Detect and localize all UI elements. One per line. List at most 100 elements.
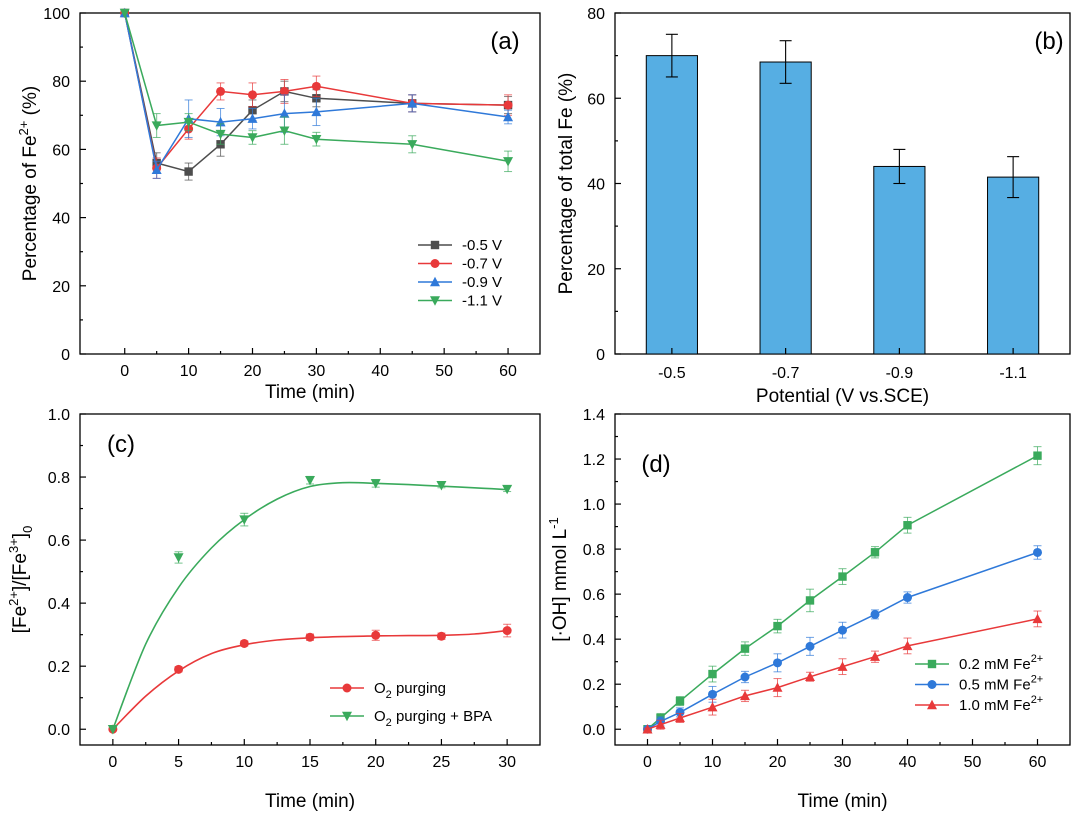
- x-axis-title-b: Potential (V vs.SCE): [756, 386, 929, 407]
- series-c-1: [107, 475, 513, 735]
- y-tick-label-c: 0.2: [48, 659, 70, 676]
- y-axis-title-d: [·OH] mmol L-1: [546, 517, 571, 642]
- data-point: [239, 638, 249, 648]
- legend-label: -1.1 V: [462, 293, 502, 310]
- data-point: [838, 625, 847, 635]
- data-point: [870, 651, 880, 661]
- data-point: [371, 630, 381, 640]
- y-axis-title-c: [Fe2+]/[Fe3+]0: [6, 526, 35, 634]
- fit-curve: [112, 481, 508, 730]
- legend-marker: [927, 680, 937, 689]
- legend-label: 1.0 mM Fe2+: [959, 694, 1043, 714]
- legend-marker: [927, 699, 937, 710]
- category-label: -1.1: [999, 365, 1027, 382]
- legend-marker: [342, 683, 352, 693]
- y-tick-label-d: 0.0: [583, 722, 605, 739]
- bar-error-bar: [893, 148, 906, 185]
- data-point: [248, 90, 257, 100]
- y-tick-label-a: 0: [61, 347, 70, 364]
- x-axis-title-a: Time (min): [265, 382, 355, 403]
- panel-label-d: (d): [641, 451, 670, 478]
- x-axis-title-c: Time (min): [265, 791, 355, 812]
- data-point: [184, 167, 193, 176]
- data-point: [502, 626, 512, 636]
- legend-marker: [927, 659, 937, 669]
- x-tick-label-c: 15: [301, 754, 319, 771]
- legend-c: O2 purging O2 purging + BPA: [330, 680, 492, 729]
- y-tick-label-d: 1.0: [583, 497, 605, 514]
- y-tick-label-b: 0: [596, 347, 605, 364]
- data-point: [215, 129, 226, 140]
- y-tick-label-a: 100: [43, 6, 70, 23]
- y-tick-label-a: 60: [52, 142, 70, 159]
- data-point: [311, 134, 322, 145]
- y-tick-label-d: 0.2: [583, 677, 605, 694]
- data-point: [370, 479, 381, 489]
- x-tick-label-a: 10: [180, 363, 198, 380]
- y-tick-label-a: 40: [52, 211, 70, 228]
- data-point: [151, 164, 162, 175]
- legend-label: -0.7 V: [462, 256, 502, 273]
- data-point: [173, 553, 184, 563]
- data-point: [311, 106, 322, 117]
- x-tick-label-c: 25: [433, 754, 451, 771]
- superscript: 2+: [1031, 674, 1044, 686]
- data-point: [773, 658, 782, 668]
- legend-d: 0.2 mM Fe2+0.5 mM Fe2+1.0 mM Fe2+: [915, 653, 1043, 714]
- data-point: [247, 113, 258, 123]
- superscript: 3+: [6, 538, 21, 553]
- legend-label: 0.5 mM Fe2+: [959, 674, 1043, 694]
- bar--1.1: [987, 176, 1040, 355]
- subscript: 2: [386, 689, 392, 701]
- y-tick-label-b: 80: [587, 6, 605, 23]
- data-point: [305, 476, 315, 486]
- x-tick-label-c: 5: [174, 754, 183, 771]
- y-axis-title-b: Percentage of total Fe (%): [556, 73, 577, 295]
- data-point: [407, 140, 418, 150]
- data-point: [675, 712, 685, 723]
- bar--0.5: [645, 55, 698, 355]
- y-tick-label-b: 60: [587, 91, 605, 108]
- panel-label-b: (b): [1034, 28, 1063, 55]
- legend-label: O2 purging + BPA: [374, 708, 492, 729]
- data-point: [707, 701, 718, 712]
- x-tick-label-d: 0: [643, 754, 652, 771]
- data-point: [903, 593, 912, 603]
- data-point: [503, 100, 513, 110]
- x-tick-label-a: 50: [435, 363, 453, 380]
- legend-label-rest: purging + BPA: [392, 708, 492, 725]
- superscript: -1: [546, 517, 561, 529]
- data-point: [436, 481, 447, 491]
- series-d-2: [642, 610, 1043, 734]
- plot-frame-c: [79, 413, 541, 746]
- superscript: 2+: [6, 591, 21, 606]
- x-tick-label-a: 0: [120, 363, 129, 380]
- data-point: [305, 632, 315, 642]
- data-point: [708, 689, 717, 699]
- data-point: [1033, 547, 1042, 557]
- data-point: [311, 81, 321, 91]
- panel-a-chart: 0 20 40 60 80 100 0 10 20 30 40 50 60 -0.5 V -0.7 V-0.…: [16, 6, 541, 403]
- legend-label-rest: purging: [392, 680, 446, 697]
- legend-label: -0.9 V: [462, 274, 502, 291]
- data-point: [773, 621, 782, 631]
- y-axis-title-rest: (%): [20, 86, 41, 121]
- data-point: [119, 8, 130, 19]
- x-tick-label-c: 20: [367, 754, 385, 771]
- data-point: [503, 111, 514, 122]
- y-tick-label-c: 0.8: [48, 470, 70, 487]
- y-tick-label-b: 40: [587, 177, 605, 194]
- series-d-1: [643, 545, 1042, 734]
- bar--0.9: [873, 165, 926, 355]
- y-tick-label-a: 80: [52, 74, 70, 91]
- data-point: [239, 515, 250, 525]
- data-point: [903, 521, 912, 530]
- data-point: [642, 724, 653, 734]
- panel-d-chart: 0.0 0.2 0.4 0.6 0.8 1.0 1.2 1.4 0 10 20 30 40 50 60 0.2…: [546, 407, 1071, 812]
- x-tick-label-a: 60: [499, 363, 517, 380]
- x-tick-label-a: 20: [244, 363, 262, 380]
- x-tick-label-d: 40: [899, 754, 917, 771]
- y-tick-label-c: 0.0: [48, 722, 70, 739]
- data-point: [247, 133, 258, 143]
